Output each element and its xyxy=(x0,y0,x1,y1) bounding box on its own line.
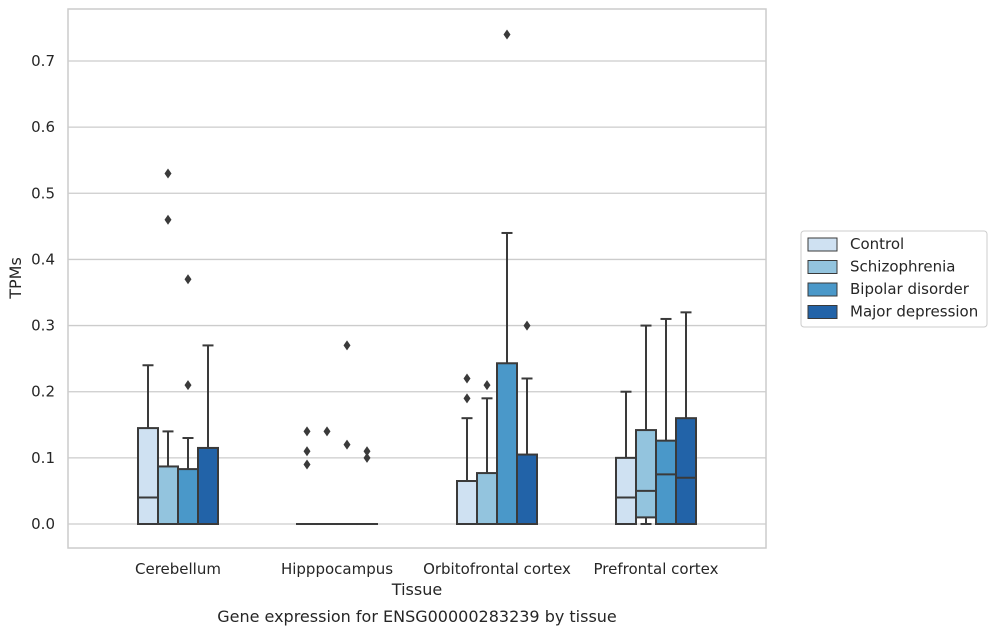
y-tick-label: 0.1 xyxy=(31,449,55,467)
y-tick-label: 0.0 xyxy=(31,515,55,533)
box-control xyxy=(615,390,637,526)
box-body xyxy=(476,472,498,526)
plot-marks xyxy=(137,29,697,526)
box-body xyxy=(157,465,179,526)
box-schizophrenia xyxy=(635,324,657,525)
outlier-point xyxy=(463,393,471,404)
y-tick-label: 0.6 xyxy=(31,118,55,136)
legend-swatch xyxy=(807,237,838,252)
box-body xyxy=(177,468,199,526)
outlier-point xyxy=(363,446,371,457)
box-bipolar-disorder xyxy=(336,340,358,526)
box-body xyxy=(635,429,657,519)
outlier-point xyxy=(303,426,311,437)
outlier-point xyxy=(343,439,351,450)
x-tick-label: Orbitofrontal cortex xyxy=(423,560,571,578)
y-tick-label: 0.2 xyxy=(31,383,55,401)
x-axis-ticks: Cerebellum Hipppocampus Orbitofrontal cort… xyxy=(135,560,719,578)
box-control xyxy=(137,364,159,526)
legend-frame xyxy=(800,230,988,328)
outlier-point xyxy=(363,452,371,463)
box-bipolar-disorder xyxy=(496,29,518,525)
outlier-point xyxy=(303,446,311,457)
y-tick-label: 0.4 xyxy=(31,250,55,268)
box-body xyxy=(456,480,478,525)
box-body xyxy=(496,362,518,525)
box-major-depression xyxy=(197,344,219,525)
box-body xyxy=(137,427,159,526)
x-axis-label: Tissue xyxy=(391,580,442,599)
y-tick-label: 0.7 xyxy=(31,52,55,70)
outlier-point xyxy=(303,459,311,470)
chart-caption: Gene expression for ENSG00000283239 by t… xyxy=(217,607,617,626)
y-axis-label: TPMs xyxy=(6,257,25,300)
box-major-depression xyxy=(675,311,697,525)
legend-label: Schizophrenia xyxy=(850,258,955,276)
y-tick-label: 0.5 xyxy=(31,184,55,202)
legend-swatch xyxy=(807,260,838,274)
outlier-point xyxy=(164,214,172,225)
outlier-point xyxy=(164,168,172,179)
outlier-point xyxy=(483,380,491,391)
plot-frame xyxy=(67,8,767,549)
y-tick-label: 0.3 xyxy=(31,317,55,335)
y-axis-ticks: 0.0 0.1 0.2 0.3 0.4 0.5 0.6 0.7 xyxy=(31,52,55,533)
box-bipolar-disorder xyxy=(655,317,677,525)
box-control xyxy=(296,426,318,526)
box-body xyxy=(655,439,677,525)
legend-label: Control xyxy=(850,235,904,253)
outlier-point xyxy=(184,380,192,391)
box-body xyxy=(197,446,219,525)
box-body xyxy=(516,453,538,525)
box-schizophrenia xyxy=(476,380,498,526)
legend: Control Schizophrenia Bipolar disorder Majo… xyxy=(800,230,988,328)
x-tick-label: Cerebellum xyxy=(135,560,221,578)
outlier-point xyxy=(184,274,192,285)
legend-swatch xyxy=(807,282,838,297)
box-control xyxy=(456,373,478,525)
outlier-point xyxy=(523,320,531,331)
box-major-depression xyxy=(516,320,538,525)
legend-label: Major depression xyxy=(850,303,978,321)
outlier-point xyxy=(343,340,351,351)
legend-label: Bipolar disorder xyxy=(850,280,970,298)
grid-lines xyxy=(68,60,766,525)
box-schizophrenia xyxy=(316,426,338,526)
box-schizophrenia xyxy=(157,168,179,526)
outlier-point xyxy=(463,373,471,384)
outlier-point xyxy=(323,426,331,437)
box-bipolar-disorder xyxy=(177,274,199,526)
outlier-point xyxy=(503,29,511,40)
box-major-depression xyxy=(356,446,378,526)
x-tick-label: Prefrontal cortex xyxy=(594,560,719,578)
box-body xyxy=(675,417,697,525)
legend-swatch xyxy=(807,305,838,319)
box-body xyxy=(615,456,637,526)
x-tick-label: Hipppocampus xyxy=(281,560,393,578)
